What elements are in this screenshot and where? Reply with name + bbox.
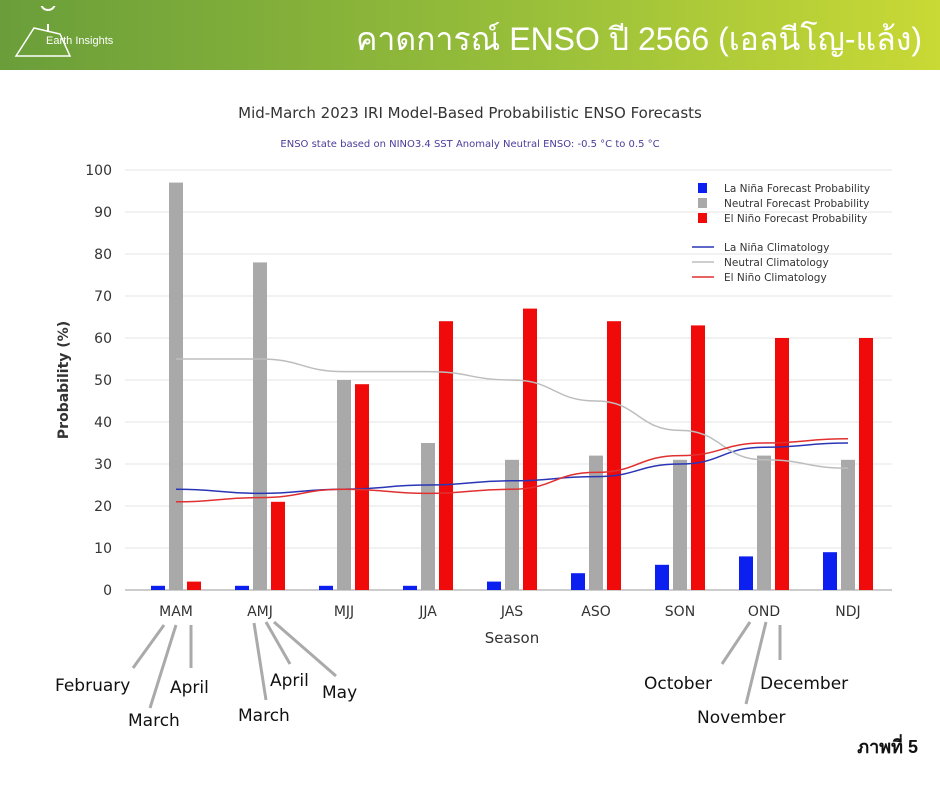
x-tick-label: MAM bbox=[159, 604, 193, 620]
bar-jas-0 bbox=[487, 581, 501, 590]
month-annotation: October bbox=[644, 674, 712, 694]
bar-amj-1 bbox=[253, 262, 267, 590]
bar-ond-2 bbox=[775, 338, 789, 590]
y-tick-label: 100 bbox=[85, 163, 112, 179]
bar-amj-2 bbox=[271, 501, 285, 590]
bar-jas-1 bbox=[505, 459, 519, 590]
y-axis-label: Probability (%) bbox=[56, 321, 72, 439]
month-annotation: May bbox=[322, 683, 357, 703]
bar-ndj-1 bbox=[841, 459, 855, 590]
x-tick-label: JAS bbox=[500, 604, 523, 620]
annotation-pointer bbox=[252, 622, 268, 701]
x-tick-label: AMJ bbox=[247, 604, 273, 620]
bar-mjj-1 bbox=[337, 380, 351, 590]
climatology-line-1 bbox=[176, 358, 849, 469]
legend-label: El Niño Climatology bbox=[724, 272, 827, 284]
x-tick-label: ASO bbox=[581, 604, 610, 620]
annotation-pointer bbox=[131, 624, 166, 669]
y-tick-label: 60 bbox=[94, 331, 112, 347]
month-annotation: February bbox=[55, 676, 130, 696]
bar-aso-2 bbox=[607, 321, 621, 590]
bar-son-0 bbox=[655, 564, 669, 590]
bar-jja-1 bbox=[421, 443, 435, 590]
annotation-pointer bbox=[720, 621, 752, 665]
annotation-pointer bbox=[264, 621, 292, 665]
x-tick-label: NDJ bbox=[835, 604, 860, 620]
legend-swatch bbox=[698, 198, 707, 208]
bar-ond-0 bbox=[739, 556, 753, 590]
annotation-pointer bbox=[744, 621, 768, 705]
climatology-line-2 bbox=[175, 438, 849, 503]
bar-jja-0 bbox=[403, 585, 417, 590]
month-annotation: March bbox=[128, 711, 180, 731]
y-tick-label: 80 bbox=[94, 247, 112, 263]
y-tick-label: 30 bbox=[94, 457, 112, 473]
chart-title: Mid-March 2023 IRI Model-Based Probabili… bbox=[238, 104, 702, 122]
bar-son-2 bbox=[691, 325, 705, 590]
x-tick-label: OND bbox=[748, 604, 780, 620]
x-axis-label: Season bbox=[485, 629, 539, 647]
month-annotation: March bbox=[238, 706, 290, 726]
y-tick-label: 70 bbox=[94, 289, 112, 305]
bar-son-1 bbox=[673, 459, 687, 590]
y-tick-label: 40 bbox=[94, 415, 112, 431]
climatology-line-0 bbox=[175, 442, 849, 495]
legend-label: La Niña Forecast Probability bbox=[724, 183, 870, 195]
y-tick-label: 20 bbox=[94, 499, 112, 515]
bar-jja-2 bbox=[439, 321, 453, 590]
x-tick-label: JJA bbox=[418, 604, 437, 620]
bar-ond-1 bbox=[757, 455, 771, 590]
legend-label: Neutral Climatology bbox=[724, 257, 829, 269]
bar-jas-2 bbox=[523, 308, 537, 590]
bar-mjj-0 bbox=[319, 585, 333, 590]
legend-label: El Niño Forecast Probability bbox=[724, 213, 867, 225]
bar-mam-2 bbox=[187, 581, 201, 590]
bar-ndj-2 bbox=[859, 338, 873, 590]
bar-aso-0 bbox=[571, 573, 585, 590]
map-pin-logo-icon bbox=[14, 6, 72, 57]
bar-aso-1 bbox=[589, 455, 603, 590]
legend-swatch bbox=[698, 213, 707, 223]
y-tick-label: 50 bbox=[94, 373, 112, 389]
month-annotation: November bbox=[697, 708, 785, 728]
x-tick-label: SON bbox=[665, 604, 695, 620]
bar-amj-0 bbox=[235, 585, 249, 590]
bar-mam-1 bbox=[169, 182, 183, 590]
bar-ndj-0 bbox=[823, 552, 837, 590]
month-annotation: April bbox=[170, 678, 209, 698]
x-tick-label: MJJ bbox=[334, 604, 354, 620]
y-tick-label: 90 bbox=[94, 205, 112, 221]
bar-mjj-2 bbox=[355, 384, 369, 590]
bar-mam-0 bbox=[151, 585, 165, 590]
figure-label: ภาพที่ 5 bbox=[857, 737, 918, 757]
header-banner: Earth Insights คาดการณ์ ENSO ปี 2566 (เอ… bbox=[0, 0, 940, 70]
month-annotation: April bbox=[270, 671, 309, 691]
legend-label: La Niña Climatology bbox=[724, 242, 829, 254]
y-tick-label: 0 bbox=[103, 583, 112, 599]
chart-subtitle: ENSO state based on NINO3.4 SST Anomaly … bbox=[280, 139, 659, 150]
y-tick-label: 10 bbox=[94, 541, 112, 557]
page-title: คาดการณ์ ENSO ปี 2566 (เอลนีโญ-แล้ง) bbox=[355, 21, 922, 57]
logo-text: Earth Insights bbox=[46, 35, 114, 47]
legend-swatch bbox=[698, 183, 707, 193]
legend-label: Neutral Forecast Probability bbox=[724, 198, 869, 210]
month-annotation: December bbox=[760, 674, 848, 694]
annotation-pointer bbox=[273, 620, 337, 678]
annotation-pointer bbox=[148, 624, 178, 709]
